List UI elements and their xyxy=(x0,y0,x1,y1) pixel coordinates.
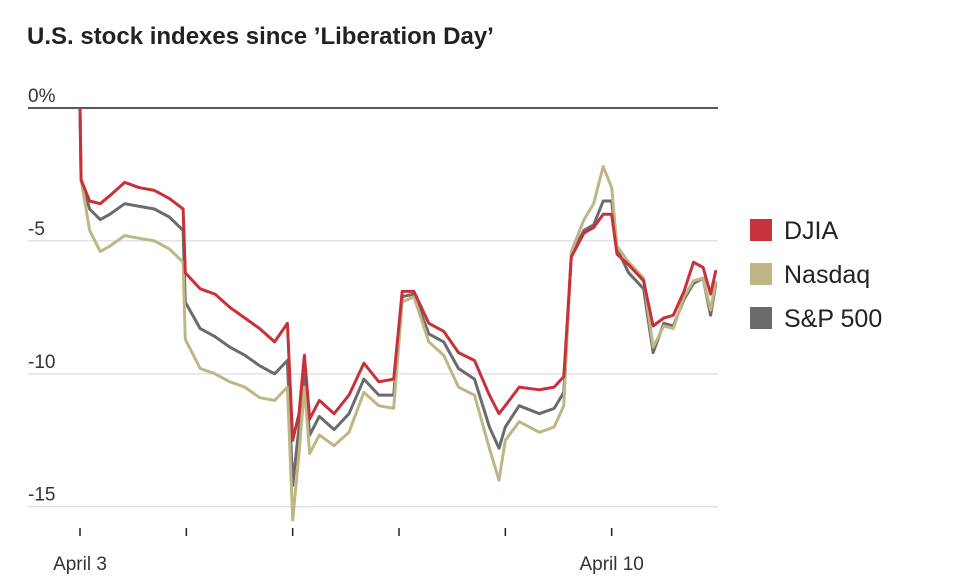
chart-title: U.S. stock indexes since ’Liberation Day… xyxy=(27,23,494,50)
legend-label: DJIA xyxy=(784,217,839,245)
series-line xyxy=(78,107,718,487)
x-tick-label: April 10 xyxy=(579,554,643,575)
legend-label: Nasdaq xyxy=(784,261,870,289)
y-tick-label: 0% xyxy=(28,86,56,107)
y-tick-label: -10 xyxy=(28,352,55,373)
y-tick-label: -5 xyxy=(28,219,45,240)
legend-swatch xyxy=(750,263,772,285)
legend-swatch xyxy=(750,307,772,329)
y-tick-label: -15 xyxy=(28,485,55,506)
series-line xyxy=(78,107,718,522)
legend-swatch xyxy=(750,219,772,241)
series-line xyxy=(78,107,718,442)
x-tick-label: April 3 xyxy=(53,554,107,575)
legend-label: S&P 500 xyxy=(784,305,882,333)
